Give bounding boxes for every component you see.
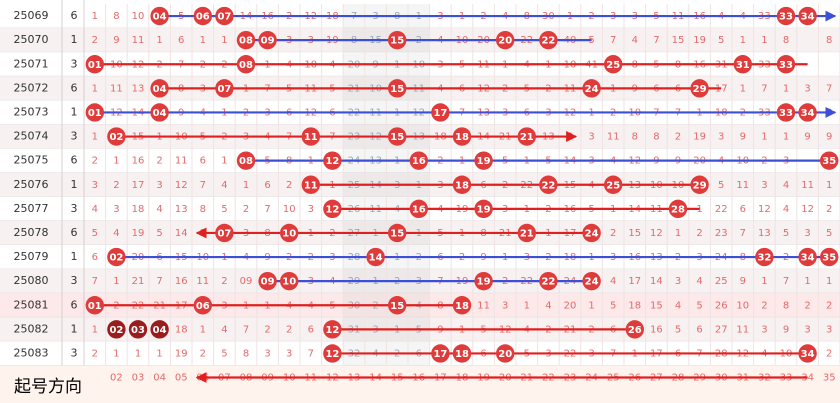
footer-band [0,365,840,403]
legend-title: 起号方向 [14,377,82,397]
